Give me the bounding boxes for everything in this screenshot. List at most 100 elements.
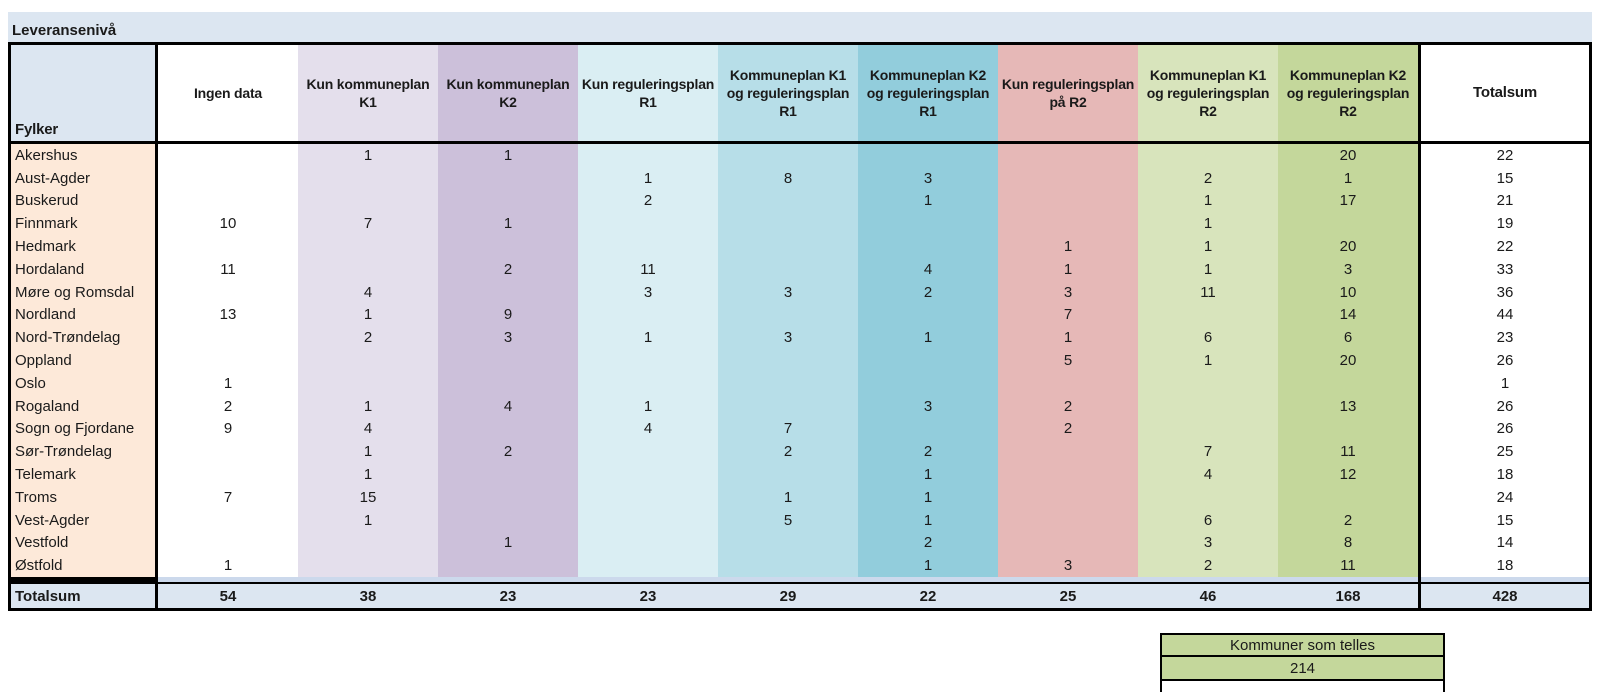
value-cell[interactable] — [578, 485, 718, 509]
value-cell[interactable]: 1 — [858, 326, 998, 350]
value-cell[interactable]: 20 — [1278, 235, 1418, 258]
value-cell[interactable] — [718, 212, 858, 236]
value-cell[interactable] — [578, 235, 718, 258]
row-total-cell[interactable]: 26 — [1418, 394, 1589, 418]
value-cell[interactable]: 12 — [1278, 463, 1418, 486]
value-cell[interactable]: 2 — [1278, 508, 1418, 532]
county-cell[interactable]: Finnmark — [11, 212, 158, 236]
value-cell[interactable] — [998, 144, 1138, 167]
value-cell[interactable]: 1 — [858, 189, 998, 213]
value-cell[interactable]: 1 — [858, 508, 998, 532]
value-cell[interactable]: 1 — [298, 144, 438, 167]
value-cell[interactable]: 1 — [998, 257, 1138, 281]
value-cell[interactable]: 1 — [438, 144, 578, 167]
value-cell[interactable]: 1 — [858, 463, 998, 486]
column-header[interactable]: Kun reguleringsplan R1 — [578, 45, 718, 144]
value-cell[interactable] — [1278, 485, 1418, 509]
value-cell[interactable]: 5 — [998, 349, 1138, 372]
value-cell[interactable]: 4 — [1138, 463, 1278, 486]
value-cell[interactable] — [158, 349, 298, 372]
value-cell[interactable] — [578, 349, 718, 372]
row-total-cell[interactable]: 22 — [1418, 144, 1589, 167]
value-cell[interactable] — [998, 440, 1138, 464]
value-cell[interactable] — [858, 303, 998, 327]
row-total-cell[interactable]: 14 — [1418, 531, 1589, 555]
value-cell[interactable]: 7 — [158, 485, 298, 509]
value-cell[interactable] — [998, 531, 1138, 555]
column-header[interactable]: Kun kommuneplan K2 — [438, 45, 578, 144]
value-cell[interactable] — [1138, 371, 1278, 395]
grand-total-cell[interactable]: 428 — [1418, 582, 1589, 609]
value-cell[interactable] — [998, 485, 1138, 509]
value-cell[interactable]: 1 — [298, 394, 438, 418]
value-cell[interactable] — [578, 303, 718, 327]
totals-value-cell[interactable]: 23 — [578, 582, 718, 609]
value-cell[interactable]: 3 — [858, 394, 998, 418]
value-cell[interactable] — [1138, 394, 1278, 418]
value-cell[interactable] — [718, 257, 858, 281]
column-header[interactable]: Kun reguleringsplan på R2 — [998, 45, 1138, 144]
value-cell[interactable]: 5 — [718, 508, 858, 532]
value-cell[interactable]: 1 — [1278, 166, 1418, 190]
county-cell[interactable]: Aust-Agder — [11, 166, 158, 190]
totals-value-cell[interactable]: 168 — [1278, 582, 1418, 609]
value-cell[interactable]: 2 — [858, 280, 998, 304]
value-cell[interactable]: 20 — [1278, 349, 1418, 372]
row-total-cell[interactable]: 15 — [1418, 166, 1589, 190]
county-cell[interactable]: Akershus — [11, 144, 158, 167]
column-header[interactable]: Ingen data — [158, 45, 298, 144]
value-cell[interactable]: 4 — [298, 280, 438, 304]
totals-value-cell[interactable]: 46 — [1138, 582, 1278, 609]
value-cell[interactable] — [578, 463, 718, 486]
value-cell[interactable] — [1138, 417, 1278, 441]
value-cell[interactable] — [298, 531, 438, 555]
row-total-cell[interactable]: 22 — [1418, 235, 1589, 258]
value-cell[interactable]: 3 — [998, 280, 1138, 304]
value-cell[interactable]: 3 — [718, 326, 858, 350]
county-cell[interactable]: Hordaland — [11, 257, 158, 281]
row-total-cell[interactable]: 26 — [1418, 349, 1589, 372]
row-total-cell[interactable]: 33 — [1418, 257, 1589, 281]
totals-value-cell[interactable]: 54 — [158, 582, 298, 609]
value-cell[interactable] — [438, 235, 578, 258]
value-cell[interactable] — [578, 508, 718, 532]
value-cell[interactable]: 1 — [298, 463, 438, 486]
value-cell[interactable] — [438, 508, 578, 532]
totals-value-cell[interactable]: 25 — [998, 582, 1138, 609]
value-cell[interactable]: 1 — [578, 394, 718, 418]
county-cell[interactable]: Østfold — [11, 554, 158, 578]
summary-box-value[interactable]: 214 — [1160, 657, 1445, 681]
value-cell[interactable] — [438, 463, 578, 486]
value-cell[interactable]: 4 — [298, 417, 438, 441]
value-cell[interactable]: 20 — [1278, 144, 1418, 167]
value-cell[interactable]: 9 — [158, 417, 298, 441]
value-cell[interactable]: 1 — [1138, 349, 1278, 372]
value-cell[interactable] — [438, 280, 578, 304]
value-cell[interactable]: 2 — [998, 394, 1138, 418]
value-cell[interactable]: 3 — [998, 554, 1138, 578]
value-cell[interactable] — [858, 212, 998, 236]
value-cell[interactable]: 2 — [858, 440, 998, 464]
value-cell[interactable]: 15 — [298, 485, 438, 509]
totals-value-cell[interactable]: 22 — [858, 582, 998, 609]
county-cell[interactable]: Sogn og Fjordane — [11, 417, 158, 441]
value-cell[interactable]: 1 — [438, 212, 578, 236]
value-cell[interactable]: 1 — [1138, 189, 1278, 213]
value-cell[interactable] — [438, 485, 578, 509]
value-cell[interactable]: 1 — [158, 371, 298, 395]
row-total-cell[interactable]: 21 — [1418, 189, 1589, 213]
value-cell[interactable] — [998, 463, 1138, 486]
value-cell[interactable]: 7 — [998, 303, 1138, 327]
value-cell[interactable]: 1 — [578, 326, 718, 350]
value-cell[interactable] — [438, 371, 578, 395]
county-cell[interactable]: Hedmark — [11, 235, 158, 258]
value-cell[interactable] — [858, 349, 998, 372]
value-cell[interactable]: 1 — [578, 166, 718, 190]
totals-value-cell[interactable]: 38 — [298, 582, 438, 609]
row-total-cell[interactable]: 19 — [1418, 212, 1589, 236]
value-cell[interactable] — [1138, 144, 1278, 167]
column-header[interactable]: Kun kommuneplan K1 — [298, 45, 438, 144]
summary-box-label[interactable]: Kommuner som telles — [1160, 633, 1445, 657]
value-cell[interactable]: 1 — [298, 440, 438, 464]
row-total-cell[interactable]: 36 — [1418, 280, 1589, 304]
